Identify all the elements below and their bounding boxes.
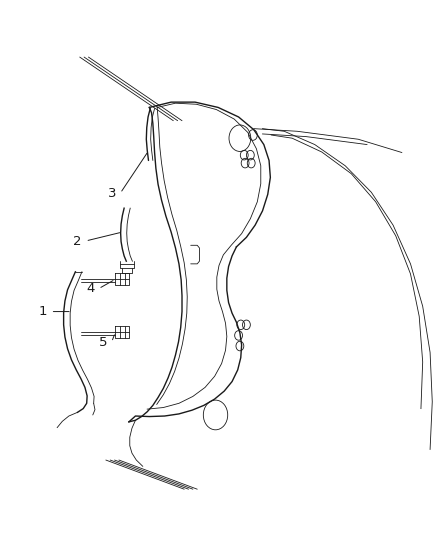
Text: 4: 4	[86, 282, 95, 295]
Text: 1: 1	[39, 305, 47, 318]
Text: 2: 2	[73, 235, 82, 247]
Text: 3: 3	[108, 187, 117, 200]
Text: 5: 5	[99, 336, 108, 349]
